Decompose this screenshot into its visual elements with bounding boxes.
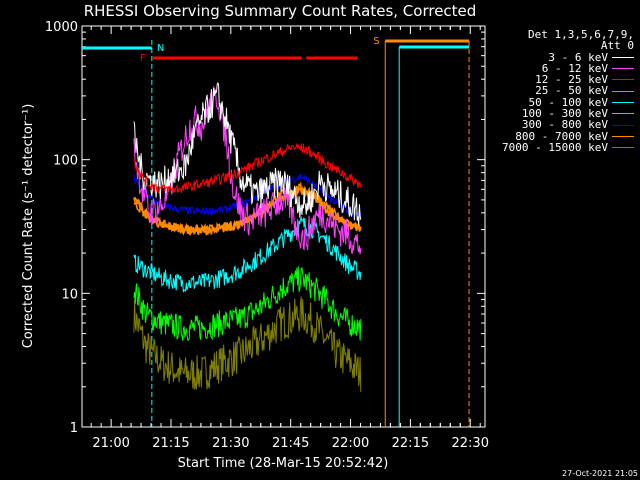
x-tick-label: 22:15 xyxy=(392,436,429,451)
legend-entry: 800 - 7000 keV xyxy=(502,129,634,143)
legend-swatch xyxy=(612,79,634,81)
footer-date: 27-Oct-2021 21:05 xyxy=(562,469,638,478)
legend-label: 300 - 800 keV xyxy=(521,118,608,132)
legend-label: 50 - 100 keV xyxy=(528,95,608,109)
legend-swatch xyxy=(612,56,634,58)
series-line-2 xyxy=(133,143,362,195)
y-tick-label: 1 xyxy=(70,421,78,436)
night-marker: N xyxy=(157,43,164,54)
y-tick-label: 10 xyxy=(61,287,78,302)
series-line-3 xyxy=(133,266,362,341)
x-axis: 21:00 21:15 21:30 21:45 22:00 22:15 22:30 xyxy=(90,26,489,451)
x-tick-label: 22:30 xyxy=(452,436,489,451)
legend-label: 3 - 6 keV xyxy=(548,50,608,64)
legend-entry: 12 - 25 keV xyxy=(502,74,634,85)
legend-entry: 50 - 100 keV xyxy=(502,95,634,109)
x-tick-label: 21:30 xyxy=(212,436,249,451)
x-tick-label: 22:00 xyxy=(332,436,369,451)
legend-entry: 300 - 800 keV xyxy=(502,118,634,132)
legend-label: 25 - 50 keV xyxy=(535,84,608,98)
legend-swatch xyxy=(612,113,634,115)
legend-entry: 25 - 50 keV xyxy=(502,84,634,98)
series-line-1 xyxy=(133,86,362,255)
legend-swatch xyxy=(612,135,634,137)
legend-entry: 100 - 300 keV xyxy=(502,108,634,119)
observing-annotations: NF S xyxy=(82,36,470,427)
legend-swatch xyxy=(612,101,634,103)
legend-swatch xyxy=(612,147,634,149)
legend-header-line-2: Att 0 xyxy=(600,39,634,53)
y-tick-label: 100 xyxy=(53,154,78,169)
legend-label: 7000 - 15000 keV xyxy=(502,140,608,154)
x-tick-label: 21:00 xyxy=(92,436,129,451)
legend-label: 800 - 7000 keV xyxy=(515,129,608,143)
series-layer xyxy=(133,81,362,393)
x-axis-label: Start Time (28-Mar-15 20:52:42) xyxy=(178,456,389,471)
plot-frame xyxy=(81,25,486,428)
y-axis-label: Corrected Count Rate (s⁻¹ detector⁻¹) xyxy=(21,104,36,349)
legend-header-line-1: Det 1,3,5,6,7,9, xyxy=(528,28,634,41)
legend-label: 6 - 12 keV xyxy=(541,61,608,75)
legend: Det 1,3,5,6,7,9, Att 0 3 - 6 keV 6 - 12 k… xyxy=(502,29,634,153)
legend-entry: 6 - 12 keV xyxy=(502,63,634,74)
x-tick-label: 21:45 xyxy=(272,436,309,451)
legend-label: 100 - 300 keV xyxy=(521,107,608,121)
y-axis: 1 10 100 1000 xyxy=(45,20,485,436)
legend-swatch xyxy=(612,68,634,70)
legend-swatch xyxy=(612,90,634,92)
legend-label: 12 - 25 keV xyxy=(535,73,608,87)
series-line-0 xyxy=(133,81,362,225)
legend-entries: 3 - 6 keV 6 - 12 keV 12 - 25 keV 25 - 50 ke… xyxy=(502,50,634,153)
flare-marker: F xyxy=(140,53,146,64)
x-tick-label: 21:15 xyxy=(152,436,189,451)
legend-entry: 3 - 6 keV xyxy=(502,50,634,64)
chart-title: RHESSI Observing Summary Count Rates, Co… xyxy=(83,2,477,20)
saa-marker: S xyxy=(373,36,379,47)
legend-swatch xyxy=(612,124,634,126)
legend-entry: 7000 - 15000 keV xyxy=(502,142,634,153)
y-tick-label: 1000 xyxy=(45,20,78,35)
series-line-8 xyxy=(133,296,362,393)
series-line-4 xyxy=(133,215,362,293)
